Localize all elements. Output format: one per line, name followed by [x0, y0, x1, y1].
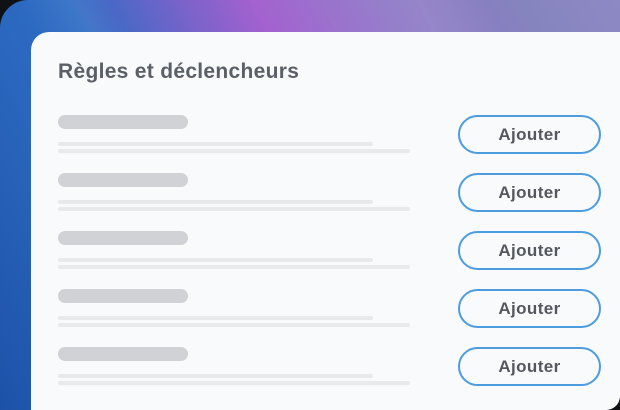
rule-row: Ajouter — [58, 173, 601, 231]
rule-skeleton — [58, 347, 410, 388]
rule-skeleton — [58, 231, 410, 272]
ajouter-button-4[interactable]: Ajouter — [458, 289, 601, 328]
rule-row: Ajouter — [58, 115, 601, 173]
ajouter-button-1[interactable]: Ajouter — [458, 115, 601, 154]
ajouter-button-3[interactable]: Ajouter — [458, 231, 601, 270]
rules-card: Règles et déclencheurs Ajouter Ajouter — [31, 32, 620, 410]
skeleton-text-line-1 — [58, 258, 373, 262]
skeleton-title-bar — [58, 347, 188, 361]
skeleton-title-bar — [58, 173, 188, 187]
skeleton-text-line-2 — [58, 207, 410, 211]
rules-list: Ajouter Ajouter Ajouter — [58, 115, 601, 405]
ajouter-button-2[interactable]: Ajouter — [458, 173, 601, 212]
skeleton-title-bar — [58, 115, 188, 129]
rule-skeleton — [58, 289, 410, 330]
rule-skeleton — [58, 115, 410, 156]
rule-row: Ajouter — [58, 289, 601, 347]
page-title: Règles et déclencheurs — [58, 60, 300, 83]
skeleton-text-line-1 — [58, 374, 373, 378]
skeleton-text-line-2 — [58, 381, 410, 385]
skeleton-text-line-1 — [58, 316, 373, 320]
skeleton-title-bar — [58, 289, 188, 303]
skeleton-text-line-1 — [58, 142, 373, 146]
ajouter-button-5[interactable]: Ajouter — [458, 347, 601, 386]
skeleton-title-bar — [58, 231, 188, 245]
skeleton-text-line-2 — [58, 323, 410, 327]
skeleton-text-line-2 — [58, 265, 410, 269]
rule-row: Ajouter — [58, 231, 601, 289]
rule-skeleton — [58, 173, 410, 214]
rule-row: Ajouter — [58, 347, 601, 405]
skeleton-text-line-2 — [58, 149, 410, 153]
skeleton-text-line-1 — [58, 200, 373, 204]
